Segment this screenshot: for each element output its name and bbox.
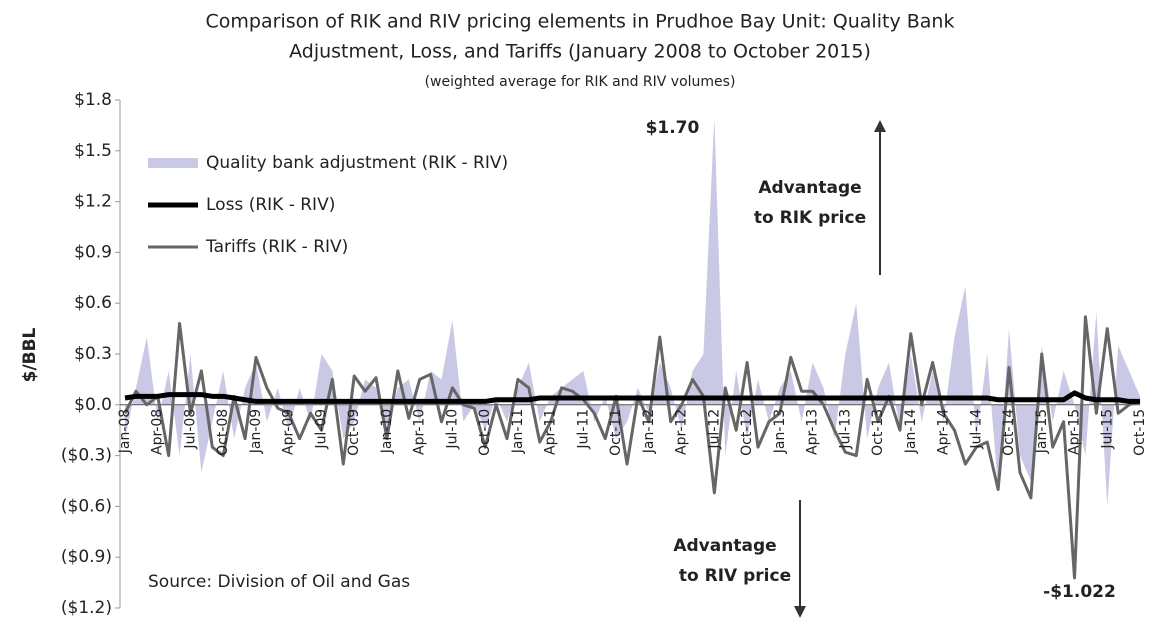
y-tick-label: ($0.9) bbox=[61, 547, 112, 567]
x-tick-label: Jul-15 bbox=[1099, 409, 1115, 450]
x-tick-label: Jan-08 bbox=[117, 409, 133, 454]
x-tick-label: Jul-14 bbox=[968, 409, 984, 450]
legend-label: Quality bank adjustment (RIK - RIV) bbox=[206, 153, 508, 173]
y-tick-label: $0.6 bbox=[74, 293, 112, 313]
x-tick-label: Jan-14 bbox=[903, 409, 919, 455]
y-tick-label: $0.0 bbox=[74, 395, 112, 415]
x-tick-label: Apr-15 bbox=[1067, 409, 1083, 455]
chart-title: Adjustment, Loss, and Tariffs (January 2… bbox=[289, 41, 871, 63]
x-tick-label: Apr-08 bbox=[150, 409, 166, 455]
x-tick-label: Apr-14 bbox=[936, 409, 952, 455]
x-tick-label: Oct-12 bbox=[739, 409, 755, 456]
x-tick-label: Apr-10 bbox=[412, 409, 428, 455]
annotation: to RIK price bbox=[754, 208, 866, 228]
x-tick-label: Apr-09 bbox=[281, 409, 297, 455]
x-tick-label: Jul-11 bbox=[575, 409, 591, 450]
x-tick-label: Oct-11 bbox=[608, 409, 624, 456]
chart-subtitle: (weighted average for RIK and RIV volume… bbox=[425, 74, 736, 90]
x-tick-label: Jul-09 bbox=[313, 409, 329, 450]
x-tick-label: Apr-13 bbox=[805, 409, 821, 455]
data-label: -$1.022 bbox=[1043, 582, 1116, 602]
legend-swatch bbox=[148, 158, 198, 168]
x-tick-label: Jul-12 bbox=[706, 409, 722, 450]
source-note: Source: Division of Oil and Gas bbox=[148, 572, 410, 592]
x-tick-label: Jan-12 bbox=[641, 409, 657, 454]
y-tick-label: $1.5 bbox=[74, 141, 112, 161]
y-tick-label: $0.3 bbox=[74, 344, 112, 364]
y-tick-label: ($0.3) bbox=[61, 446, 112, 466]
y-tick-label: $1.8 bbox=[74, 90, 112, 110]
x-tick-label: Jul-10 bbox=[444, 409, 460, 450]
y-axis-label: $/BBL bbox=[20, 327, 40, 382]
x-tick-label: Oct-09 bbox=[346, 409, 362, 456]
x-tick-label: Jul-13 bbox=[837, 409, 853, 450]
legend-label: Tariffs (RIK - RIV) bbox=[205, 237, 348, 257]
x-tick-label: Apr-12 bbox=[674, 409, 690, 455]
x-tick-label: Oct-13 bbox=[870, 409, 886, 456]
line bbox=[123, 315, 1141, 580]
data-label: $1.70 bbox=[646, 118, 700, 138]
y-tick-label: ($1.2) bbox=[61, 598, 112, 618]
x-tick-label: Jul-08 bbox=[182, 409, 198, 450]
x-tick-label: Jan-13 bbox=[772, 409, 788, 454]
annotation: Advantage bbox=[758, 178, 861, 198]
x-tick-label: Jan-15 bbox=[1034, 409, 1050, 454]
y-tick-label: $1.2 bbox=[74, 192, 112, 212]
legend-label: Loss (RIK - RIV) bbox=[206, 195, 335, 215]
x-tick-label: Oct-08 bbox=[215, 409, 231, 456]
y-tick-label: $0.9 bbox=[74, 242, 112, 262]
y-tick-label: ($0.6) bbox=[61, 496, 112, 516]
annotation: to RIV price bbox=[679, 566, 791, 586]
x-tick-label: Oct-10 bbox=[477, 409, 493, 456]
chart-title: Comparison of RIK and RIV pricing elemen… bbox=[206, 11, 955, 33]
arrow-head bbox=[874, 120, 886, 132]
line bbox=[124, 390, 1140, 404]
x-tick-label: Jan-10 bbox=[379, 409, 395, 454]
x-tick-label: Jan-09 bbox=[248, 409, 264, 454]
x-tick-label: Apr-11 bbox=[543, 409, 559, 455]
x-tick-label: Oct-15 bbox=[1132, 409, 1148, 456]
x-tick-label: Oct-14 bbox=[1001, 409, 1017, 456]
annotation: Advantage bbox=[673, 536, 776, 556]
arrow-head bbox=[794, 606, 806, 618]
x-tick-label: Jan-11 bbox=[510, 409, 526, 454]
